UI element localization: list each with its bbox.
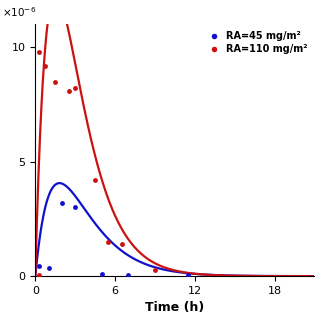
Legend: RA=45 mg/m², RA=110 mg/m²: RA=45 mg/m², RA=110 mg/m² [202, 29, 309, 56]
Text: $\times 10^{-6}$: $\times 10^{-6}$ [2, 5, 36, 19]
X-axis label: Time (h): Time (h) [145, 301, 204, 315]
